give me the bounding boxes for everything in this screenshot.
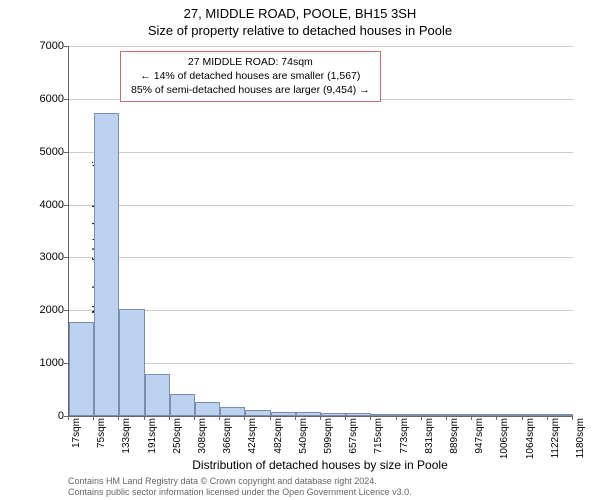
histogram-bar <box>245 410 270 416</box>
x-tick-label: 133sqm <box>121 418 132 454</box>
y-tick-mark <box>64 363 68 364</box>
y-tick-mark <box>64 152 68 153</box>
x-tick-mark <box>244 416 245 420</box>
x-tick-mark <box>496 416 497 420</box>
histogram-bar <box>523 414 548 416</box>
x-tick-label: 599sqm <box>323 418 334 454</box>
x-tick-mark <box>370 416 371 420</box>
histogram-bar <box>371 414 396 416</box>
y-tick-mark <box>64 205 68 206</box>
y-tick-mark <box>64 46 68 47</box>
y-tick-label: 3000 <box>24 251 64 263</box>
footer-line-2: Contains public sector information licen… <box>68 487 572 498</box>
x-tick-label: 1122sqm <box>550 418 561 458</box>
x-tick-label: 75sqm <box>96 418 107 448</box>
x-tick-mark <box>471 416 472 420</box>
x-tick-label: 366sqm <box>222 418 233 454</box>
x-tick-mark <box>522 416 523 420</box>
histogram-bar <box>296 412 321 416</box>
y-tick-mark <box>64 99 68 100</box>
x-tick-label: 1180sqm <box>575 418 586 458</box>
y-tick-label: 2000 <box>24 304 64 316</box>
x-tick-label: 1064sqm <box>525 418 536 459</box>
x-tick-mark <box>396 416 397 420</box>
histogram-bar <box>271 412 296 416</box>
x-tick-label: 947sqm <box>474 418 485 454</box>
y-tick-mark <box>64 257 68 258</box>
y-tick-label: 4000 <box>24 199 64 211</box>
x-tick-mark <box>118 416 119 420</box>
x-tick-label: 17sqm <box>71 418 82 448</box>
x-tick-label: 1006sqm <box>499 418 510 459</box>
x-tick-mark <box>194 416 195 420</box>
y-tick-label: 7000 <box>24 40 64 52</box>
histogram-bar <box>195 402 220 416</box>
histogram-bar <box>397 414 422 416</box>
histogram-bar <box>346 413 371 416</box>
histogram-bar <box>119 309 144 416</box>
x-tick-mark <box>547 416 548 420</box>
x-tick-label: 831sqm <box>424 418 435 454</box>
y-tick-label: 1000 <box>24 357 64 369</box>
x-tick-mark <box>421 416 422 420</box>
x-tick-mark <box>572 416 573 420</box>
x-tick-mark <box>295 416 296 420</box>
x-tick-label: 540sqm <box>298 418 309 454</box>
histogram-bar <box>497 414 522 416</box>
x-tick-mark <box>219 416 220 420</box>
footer-line-1: Contains HM Land Registry data © Crown c… <box>68 476 572 487</box>
y-tick-label: 5000 <box>24 146 64 158</box>
gridline <box>69 152 573 153</box>
histogram-bar <box>220 407 245 416</box>
x-tick-mark <box>169 416 170 420</box>
histogram-bar <box>69 322 94 416</box>
x-tick-mark <box>446 416 447 420</box>
gridline <box>69 46 573 47</box>
x-tick-mark <box>320 416 321 420</box>
gridline <box>69 363 573 364</box>
gridline <box>69 257 573 258</box>
histogram-bar <box>472 414 497 416</box>
callout-line-3: 85% of semi-detached houses are larger (… <box>131 83 370 97</box>
chart-subtitle: Size of property relative to detached ho… <box>0 21 600 38</box>
x-tick-label: 308sqm <box>197 418 208 454</box>
x-tick-label: 250sqm <box>172 418 183 454</box>
histogram-bar <box>170 394 195 416</box>
callout-box: 27 MIDDLE ROAD: 74sqm ← 14% of detached … <box>120 51 381 102</box>
x-tick-label: 424sqm <box>247 418 258 454</box>
plot-area <box>68 46 573 417</box>
x-tick-mark <box>345 416 346 420</box>
x-tick-label: 657sqm <box>348 418 359 454</box>
y-tick-label: 6000 <box>24 93 64 105</box>
gridline <box>69 310 573 311</box>
histogram-bar <box>145 374 170 416</box>
gridline <box>69 205 573 206</box>
histogram-bar <box>447 414 472 416</box>
histogram-bar <box>548 414 573 416</box>
x-tick-label: 889sqm <box>449 418 460 454</box>
x-tick-label: 482sqm <box>273 418 284 454</box>
x-tick-mark <box>270 416 271 420</box>
footer-attribution: Contains HM Land Registry data © Crown c… <box>68 476 572 499</box>
x-tick-label: 191sqm <box>147 418 158 454</box>
chart-container: { "chart": { "type": "histogram", "title… <box>0 0 600 500</box>
histogram-bar <box>422 414 447 416</box>
y-tick-label: 0 <box>24 410 64 422</box>
x-tick-mark <box>144 416 145 420</box>
chart-title-address: 27, MIDDLE ROAD, POOLE, BH15 3SH <box>0 0 600 21</box>
callout-line-2: ← 14% of detached houses are smaller (1,… <box>131 69 370 83</box>
callout-line-1: 27 MIDDLE ROAD: 74sqm <box>131 55 370 69</box>
histogram-bar <box>321 413 346 416</box>
x-tick-mark <box>68 416 69 420</box>
x-tick-label: 715sqm <box>373 418 384 454</box>
y-tick-mark <box>64 310 68 311</box>
x-axis-label: Distribution of detached houses by size … <box>68 458 572 472</box>
histogram-bar <box>94 113 119 416</box>
x-tick-mark <box>93 416 94 420</box>
x-tick-label: 773sqm <box>399 418 410 454</box>
